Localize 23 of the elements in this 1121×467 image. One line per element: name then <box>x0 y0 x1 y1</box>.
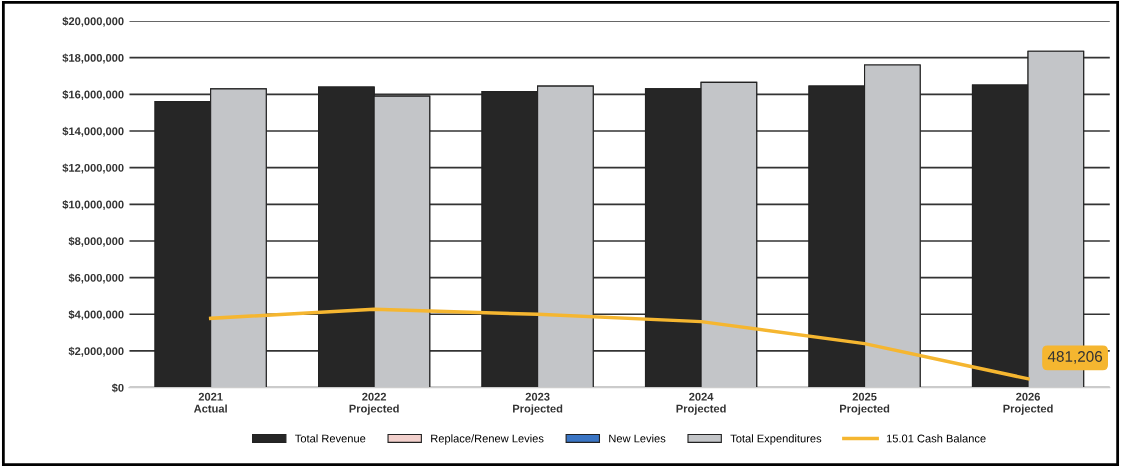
x-tick-label: 2024 Projected <box>676 392 726 415</box>
data-label: 481,206 <box>1047 351 1103 364</box>
legend-label: New Levies <box>609 434 666 443</box>
legend-label: Total Expenditures <box>730 434 822 445</box>
legend-label: Total Revenue <box>295 434 366 443</box>
y-tick-label: $8,000,000 <box>68 236 124 247</box>
x-tick-label: 2026 Projected <box>1003 392 1053 415</box>
y-tick-label: $4,000,000 <box>68 310 124 321</box>
legend-label: Replace/Renew Levies <box>431 434 544 445</box>
x-tick-label: 2023 Projected <box>513 392 563 415</box>
y-tick-label: $18,000,000 <box>62 53 124 64</box>
y-tick-label: $10,000,000 <box>62 200 124 211</box>
y-tick-label: $2,000,000 <box>68 346 124 357</box>
y-tick-label: $16,000,000 <box>62 90 124 101</box>
x-tick-label: 2021 Actual <box>193 392 227 413</box>
y-tick-label: $6,000,000 <box>68 273 124 284</box>
y-tick-label: $20,000,000 <box>62 16 124 27</box>
legend-label: 15.01 Cash Balance <box>886 434 986 443</box>
x-tick-label: 2025 Projected <box>840 392 890 415</box>
x-tick-label: 2022 Projected <box>349 392 399 415</box>
y-tick-label: $0 <box>111 383 124 393</box>
y-tick-label: $14,000,000 <box>62 126 124 137</box>
y-tick-label: $12,000,000 <box>62 163 124 174</box>
